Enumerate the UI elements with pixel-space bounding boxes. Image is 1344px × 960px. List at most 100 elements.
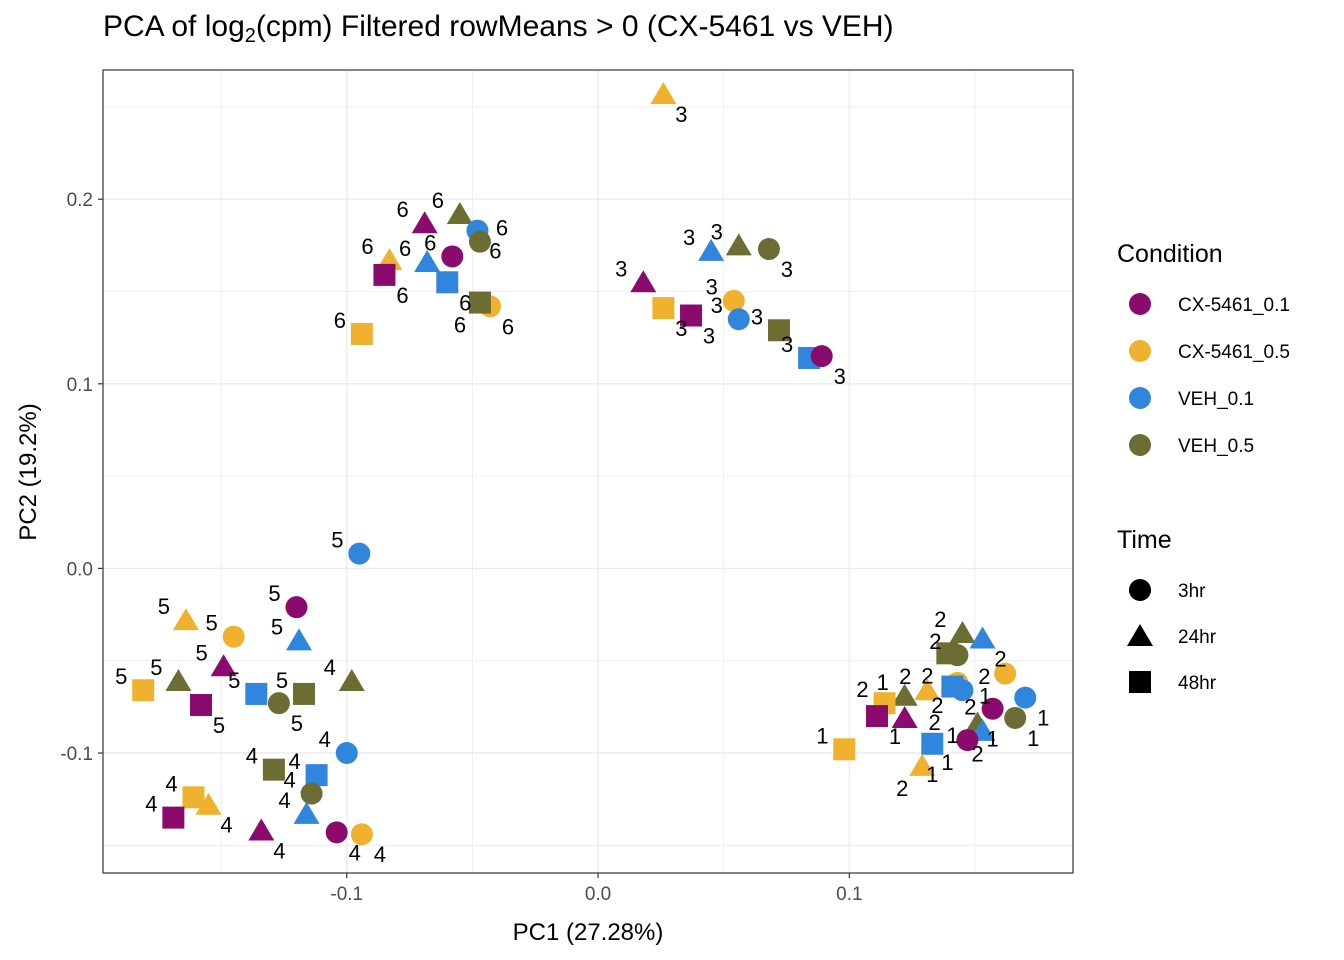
point-cx-5461-0-5-3hr: [994, 662, 1017, 685]
point-veh-0-5-24hr: [949, 621, 976, 644]
legend-key-24hr: [1127, 624, 1153, 646]
point-veh-0-5-24hr: [725, 233, 752, 256]
legend-key-48hr: [1129, 671, 1151, 693]
point-label: 3: [834, 364, 846, 389]
point-cx-5461-0-5-48hr: [350, 322, 373, 345]
point-label: 3: [706, 275, 718, 300]
point-label: 4: [145, 792, 157, 817]
point-label: 4: [165, 771, 177, 796]
legend-key-cx-5461-0-1: [1129, 293, 1151, 315]
y-tick-label: 0.1: [67, 375, 93, 396]
point-cx-5461-0-1-3hr: [325, 821, 348, 844]
x-tick-label: -0.1: [330, 884, 363, 905]
legend-key-3hr: [1129, 579, 1151, 601]
point-veh-0-1-3hr: [727, 308, 750, 331]
legend-label: 24hr: [1178, 627, 1217, 648]
point-veh-0-1-3hr: [335, 742, 358, 765]
point-label: 3: [711, 293, 723, 318]
grid-lines: [103, 70, 1073, 873]
point-label: 5: [228, 668, 240, 693]
point-label: 6: [454, 313, 466, 338]
point-veh-0-5-3hr: [1004, 706, 1027, 729]
y-tick-label: 0.2: [67, 190, 93, 211]
point-label: 4: [278, 788, 290, 813]
legend-key-veh-0-1: [1129, 387, 1151, 409]
point-label: 6: [334, 308, 346, 333]
point-veh-0-1-48hr: [436, 271, 459, 294]
point-veh-0-1-24hr: [293, 801, 320, 824]
point-label: 4: [374, 842, 386, 867]
point-veh-0-1-24hr: [969, 626, 996, 649]
point-cx-5461-0-1-48hr: [865, 705, 888, 728]
point-cx-5461-0-1-3hr: [285, 596, 308, 619]
point-label: 3: [751, 304, 763, 329]
point-cx-5461-0-1-24hr: [630, 270, 657, 293]
chart-title-prefix: PCA of log: [103, 10, 245, 43]
point-label: 5: [158, 594, 170, 619]
point-cx-5461-0-1-3hr: [956, 729, 979, 752]
point-label: 6: [496, 216, 508, 241]
point-label: 5: [195, 640, 207, 665]
point-label: 1: [816, 723, 828, 748]
point-cx-5461-0-1-48hr: [190, 694, 213, 717]
data-points: [132, 81, 1037, 846]
point-veh-0-5-48hr: [262, 758, 285, 781]
point-label: 2: [929, 629, 941, 654]
point-label: 1: [1037, 706, 1049, 731]
point-label: 1: [926, 762, 938, 787]
chart-title-suffix: (cpm) Filtered rowMeans > 0 (CX-5461 vs …: [255, 10, 894, 43]
point-label: 3: [781, 332, 793, 357]
point-label: 2: [994, 647, 1006, 672]
point-label: 4: [220, 813, 232, 838]
point-label: 3: [615, 256, 627, 281]
point-label: 1: [889, 724, 901, 749]
point-label: 3: [675, 102, 687, 127]
point-label: 1: [1027, 726, 1039, 751]
point-label: 4: [283, 768, 295, 793]
point-veh-0-1-24hr: [286, 628, 313, 651]
point-label: 5: [150, 655, 162, 680]
point-label: 2: [971, 741, 983, 766]
point-label: 5: [213, 713, 225, 738]
point-veh-0-1-3hr: [951, 679, 974, 702]
point-label: 2: [899, 664, 911, 689]
point-label: 2: [856, 677, 868, 702]
point-cx-5461-0-5-3hr: [350, 823, 373, 846]
point-label: 5: [271, 614, 283, 639]
point-veh-0-1-48hr: [305, 764, 328, 787]
point-label: 6: [432, 188, 444, 213]
point-label: 2: [929, 710, 941, 735]
point-label: 4: [246, 744, 258, 769]
point-cx-5461-0-5-48hr: [652, 297, 675, 320]
point-veh-0-1-3hr: [348, 542, 371, 565]
point-label: 3: [711, 219, 723, 244]
condition-legend: Condition CX-5461_0.1 CX-5461_0.5 VEH_0.1 V…: [1117, 240, 1290, 457]
point-cx-5461-0-1-24hr: [411, 211, 438, 234]
point-veh-0-5-24hr: [446, 201, 473, 224]
point-cx-5461-0-5-24hr: [914, 678, 941, 701]
point-cx-5461-0-5-48hr: [833, 738, 856, 761]
point-label: 1: [979, 684, 991, 709]
point-cx-5461-0-5-48hr: [132, 679, 155, 702]
point-cx-5461-0-5-3hr: [722, 289, 745, 312]
point-label: 3: [781, 257, 793, 282]
x-tick-label: 0.0: [585, 884, 611, 905]
point-label: 3: [703, 324, 715, 349]
point-label: 6: [502, 314, 514, 339]
y-axis: -0.1 0.0 0.1 0.2: [60, 190, 103, 765]
chart-title: PCA of log2(cpm) Filtered rowMeans > 0 (…: [103, 10, 894, 46]
legend-label: VEH_0.5: [1178, 436, 1254, 457]
point-veh-0-1-48hr: [245, 682, 268, 705]
x-axis-title: PC1 (27.28%): [513, 919, 664, 946]
point-veh-0-5-48hr: [936, 642, 959, 665]
point-label: 4: [273, 839, 285, 864]
point-label: 4: [288, 749, 300, 774]
legend-label: 3hr: [1178, 581, 1206, 602]
legend-key-cx-5461-0-5: [1129, 340, 1151, 362]
point-label: 1: [877, 670, 889, 695]
point-cx-5461-0-1-24hr: [210, 654, 237, 677]
point-label: 2: [964, 695, 976, 720]
point-label: 6: [361, 234, 373, 259]
point-cx-5461-0-1-24hr: [891, 705, 918, 728]
